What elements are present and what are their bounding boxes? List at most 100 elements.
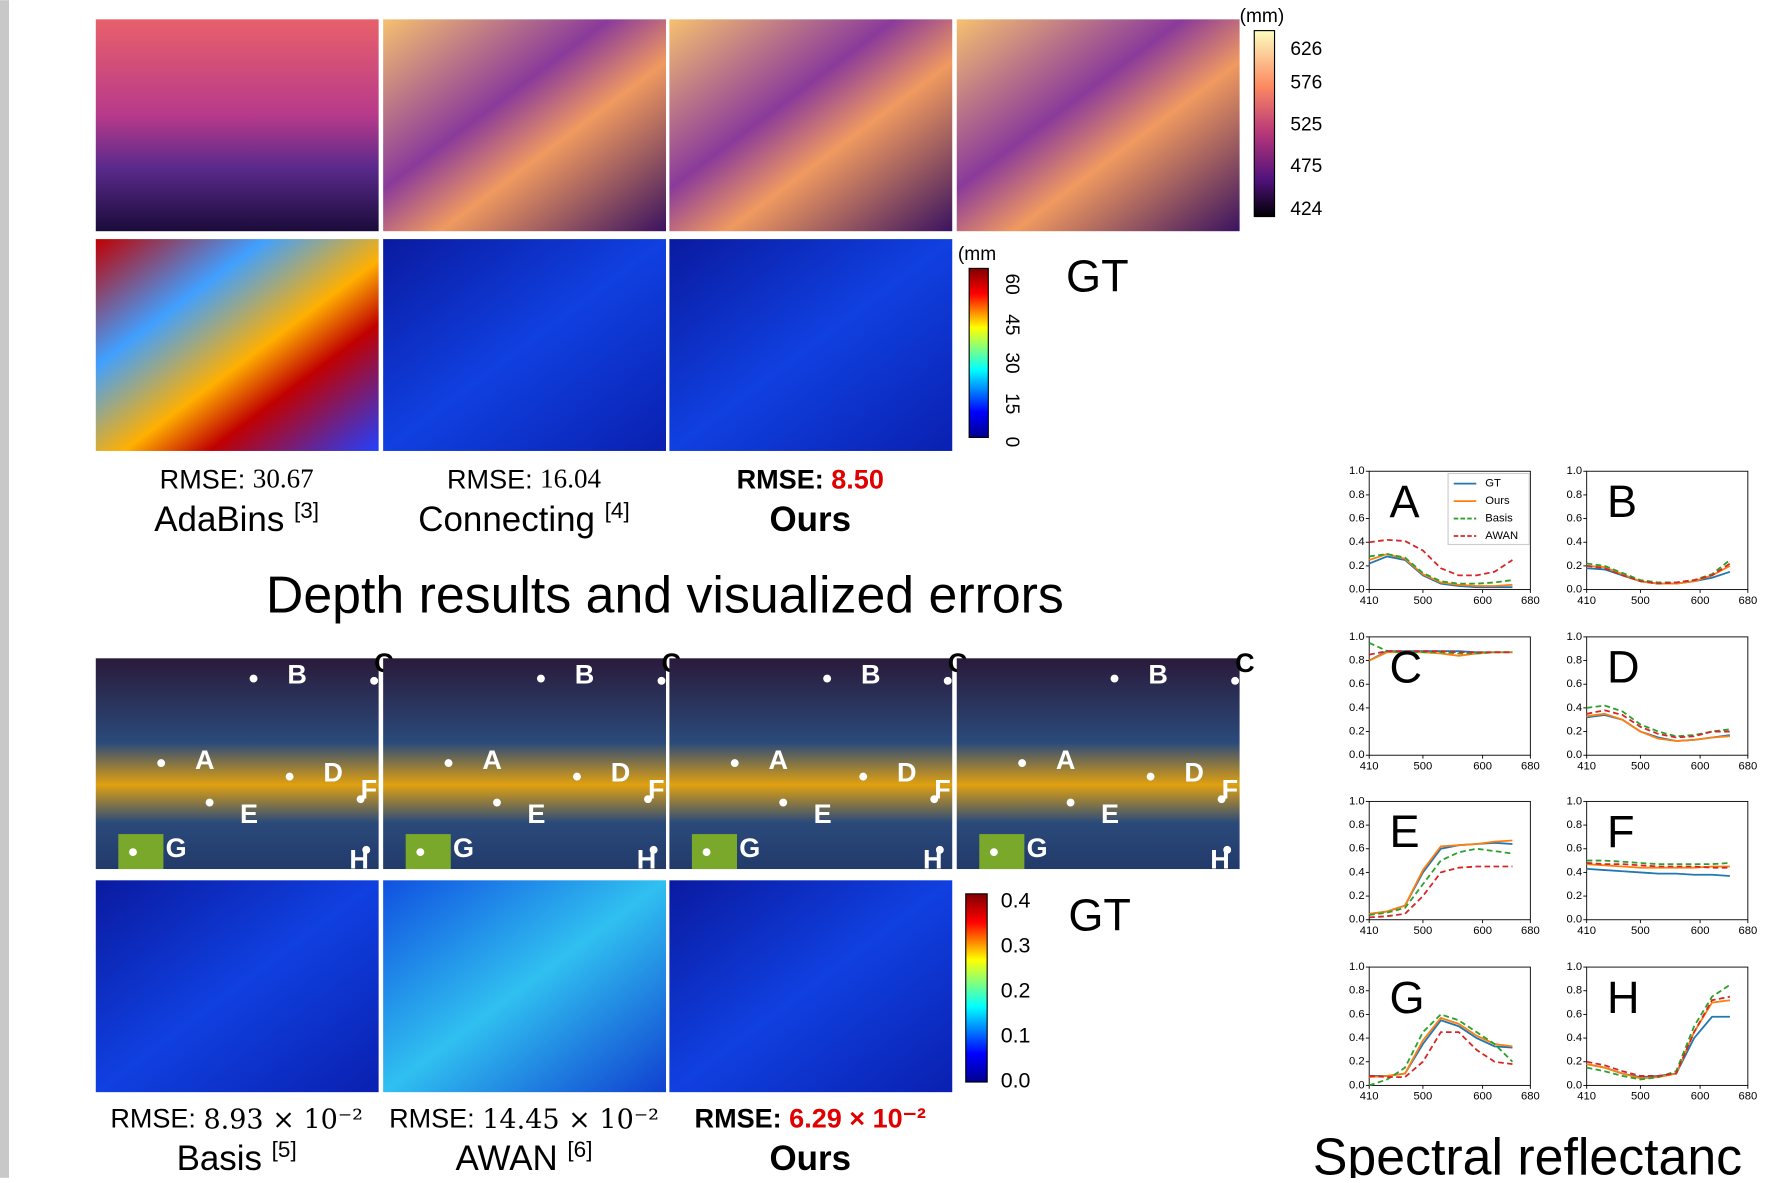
- rmse-label: RMSE:: [447, 465, 533, 495]
- point-label: D: [323, 758, 343, 788]
- point-label: H: [349, 844, 369, 874]
- rmse-caption: RMSE: 6.29 × 10⁻²: [695, 1103, 926, 1133]
- method-name: Ours: [769, 500, 851, 539]
- point-marker: [1111, 675, 1119, 683]
- x-tick-label: 680: [1738, 595, 1757, 607]
- y-tick-label: 0.2: [1567, 726, 1583, 738]
- point-marker: [286, 773, 294, 781]
- panel-letter: D: [1607, 642, 1640, 693]
- point-marker: [859, 773, 867, 781]
- x-tick-label: 500: [1414, 1091, 1433, 1103]
- y-tick-label: 0.8: [1349, 819, 1365, 831]
- point-marker: [157, 759, 165, 767]
- rmse-caption: RMSE: 8.50: [737, 465, 884, 495]
- x-tick-label: 680: [1738, 925, 1757, 937]
- x-tick-label: 410: [1360, 1091, 1379, 1103]
- y-tick-label: 0.0: [1567, 749, 1583, 761]
- rmse-value: 16.04: [540, 464, 601, 494]
- figure: (mm)626576525475424(mm604530150GTRMSE: 3…: [0, 0, 1767, 1178]
- x-tick-label: 680: [1521, 925, 1540, 937]
- y-tick-label: 0.2: [1567, 1056, 1583, 1068]
- point-label: G: [1027, 833, 1048, 863]
- point-label: F: [648, 774, 665, 804]
- point-marker: [779, 799, 787, 807]
- colorbar-tick: 424: [1290, 199, 1322, 220]
- section-caption: Spectral reflectanc: [1313, 1128, 1742, 1178]
- x-tick-label: 600: [1473, 1091, 1492, 1103]
- colorbar-tick: 30: [1001, 352, 1022, 373]
- y-tick-label: 0.6: [1349, 843, 1365, 855]
- depth-image: [383, 19, 666, 231]
- error-image: [669, 239, 952, 451]
- y-tick-label: 0.0: [1349, 749, 1365, 761]
- y-tick-label: 0.8: [1567, 985, 1583, 997]
- point-label: G: [739, 833, 760, 863]
- legend-label: AWAN: [1485, 530, 1518, 542]
- rmse-value: 8.50: [831, 465, 884, 495]
- x-tick-label: 680: [1521, 760, 1540, 772]
- y-tick-label: 1.0: [1567, 631, 1583, 643]
- x-tick-label: 600: [1691, 760, 1710, 772]
- y-tick-label: 0.4: [1567, 702, 1583, 714]
- y-tick-label: 0.8: [1349, 489, 1365, 501]
- colorbar-tick: 15: [1001, 393, 1022, 414]
- point-marker: [1067, 799, 1075, 807]
- x-tick-label: 410: [1360, 925, 1379, 937]
- point-label: F: [934, 774, 951, 804]
- x-tick-label: 600: [1691, 925, 1710, 937]
- method: AWAN: [456, 1139, 558, 1178]
- x-tick-label: 500: [1414, 595, 1433, 607]
- rmse-value: 8.93 × 10⁻²: [203, 1104, 363, 1135]
- x-tick-label: 500: [1414, 760, 1433, 772]
- error-image: [96, 239, 379, 451]
- depth-image: [96, 19, 379, 231]
- method: AdaBins: [154, 500, 284, 539]
- y-tick-label: 1.0: [1567, 795, 1583, 807]
- y-tick-label: 0.2: [1349, 726, 1365, 738]
- point-label: A: [195, 745, 215, 775]
- point-marker: [990, 848, 998, 856]
- rmse-label: RMSE:: [389, 1103, 475, 1133]
- point-label: D: [897, 758, 917, 788]
- point-label: G: [453, 833, 474, 863]
- y-tick-label: 0.8: [1349, 655, 1365, 667]
- rmse-label: RMSE:: [160, 465, 246, 495]
- rmse-caption: RMSE: 16.04: [447, 464, 601, 495]
- y-tick-label: 0.4: [1567, 866, 1583, 878]
- error-colorbar: [966, 894, 987, 1082]
- depth-image: [669, 19, 952, 231]
- y-tick-label: 0.8: [1567, 489, 1583, 501]
- panel-letter: A: [1389, 476, 1419, 527]
- colorbar-tick: 45: [1001, 314, 1022, 335]
- depth-image: [957, 19, 1240, 231]
- rmse-value: 30.67: [253, 464, 314, 494]
- gt-label: GT: [1068, 890, 1131, 941]
- point-marker: [416, 848, 424, 856]
- x-tick-label: 680: [1738, 1091, 1757, 1103]
- rmse-value: 6.29 × 10⁻²: [789, 1103, 926, 1133]
- legend-label: Ours: [1485, 495, 1510, 507]
- panel-letter: H: [1607, 972, 1640, 1023]
- error-image: [96, 880, 379, 1092]
- y-tick-label: 0.6: [1349, 678, 1365, 690]
- colorbar-tick: 626: [1290, 39, 1322, 60]
- y-tick-label: 0.4: [1567, 1032, 1583, 1044]
- point-label: B: [861, 659, 881, 689]
- point-marker: [1147, 773, 1155, 781]
- point-marker: [1018, 759, 1026, 767]
- method: Ours: [769, 1139, 851, 1178]
- colorbar-tick: 0.3: [1001, 933, 1031, 957]
- colorbar-tick: 0.0: [1001, 1069, 1031, 1093]
- x-tick-label: 600: [1473, 595, 1492, 607]
- y-tick-label: 0.2: [1349, 1056, 1365, 1068]
- point-label: A: [1056, 745, 1076, 775]
- green-region: [979, 834, 1024, 869]
- point-label: B: [287, 659, 307, 689]
- point-label: A: [482, 745, 502, 775]
- y-tick-label: 0.4: [1349, 866, 1365, 878]
- point-label: H: [637, 844, 657, 874]
- colorbar-tick: 0.4: [1001, 888, 1031, 912]
- point-label: D: [1184, 758, 1204, 788]
- y-tick-label: 0.2: [1567, 560, 1583, 572]
- y-tick-label: 0.8: [1349, 985, 1365, 997]
